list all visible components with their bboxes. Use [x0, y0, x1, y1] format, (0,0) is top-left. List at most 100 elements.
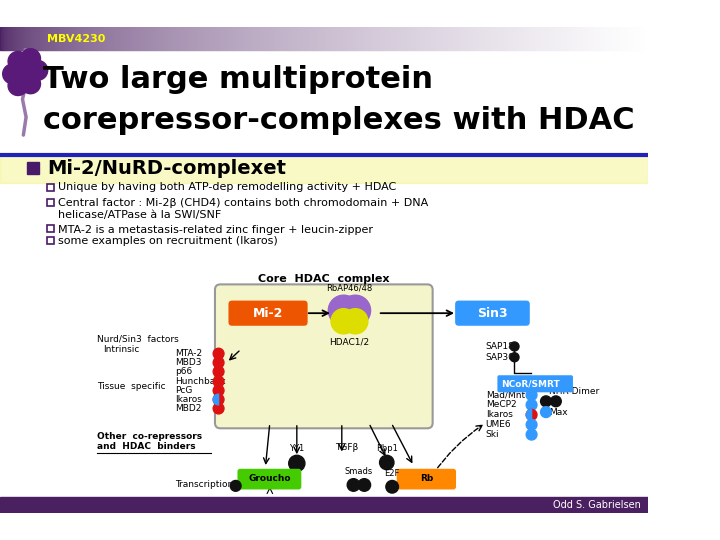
Bar [245, 27, 246, 50]
Bar [240, 27, 241, 50]
Bar [99, 27, 100, 50]
Bar [393, 27, 394, 50]
Text: Mi-2/NuRD-complexet: Mi-2/NuRD-complexet [47, 159, 286, 178]
Bar [17, 27, 18, 50]
Text: some examples on recruitment (Ikaros): some examples on recruitment (Ikaros) [58, 236, 278, 246]
Bar [356, 27, 357, 50]
Bar [71, 27, 72, 50]
Bar [230, 27, 231, 50]
Bar [378, 27, 379, 50]
Bar [629, 27, 631, 50]
Bar [199, 27, 201, 50]
Bar [205, 27, 206, 50]
Bar [36, 27, 37, 50]
Bar [288, 27, 289, 50]
Text: Two large multiprotein: Two large multiprotein [43, 65, 433, 94]
Bar [563, 27, 564, 50]
Bar [408, 27, 409, 50]
Bar [271, 27, 273, 50]
Bar [251, 27, 252, 50]
Text: Max: Max [549, 408, 567, 417]
Bar [215, 27, 216, 50]
Bar [557, 27, 558, 50]
Bar [401, 27, 402, 50]
Bar [511, 27, 512, 50]
Bar [521, 27, 522, 50]
Bar [385, 27, 386, 50]
Bar [64, 27, 65, 50]
Bar [333, 27, 335, 50]
Bar [303, 27, 304, 50]
Bar [410, 27, 411, 50]
Bar [52, 27, 53, 50]
Bar [534, 27, 535, 50]
Bar [53, 27, 54, 50]
Bar [308, 27, 310, 50]
Bar [646, 27, 647, 50]
Bar [467, 27, 468, 50]
Bar [209, 27, 210, 50]
Bar [367, 27, 368, 50]
Circle shape [379, 455, 394, 470]
Circle shape [21, 74, 40, 94]
Bar [323, 27, 324, 50]
Bar [369, 27, 371, 50]
Bar [76, 27, 77, 50]
Bar [111, 27, 112, 50]
Bar [47, 237, 54, 244]
Text: UME6: UME6 [486, 420, 511, 429]
Bar [438, 27, 439, 50]
Bar [144, 27, 145, 50]
Circle shape [541, 396, 552, 407]
Bar [377, 27, 378, 50]
Bar [601, 27, 602, 50]
Bar [234, 27, 235, 50]
Bar [592, 27, 593, 50]
Bar [576, 27, 577, 50]
Bar [269, 27, 270, 50]
Bar [358, 27, 359, 50]
Bar [132, 27, 133, 50]
Bar [120, 27, 122, 50]
Bar [86, 27, 87, 50]
Bar [324, 27, 325, 50]
Bar [113, 27, 114, 50]
Bar [207, 27, 208, 50]
Bar [499, 27, 500, 50]
Bar [468, 27, 469, 50]
Bar [300, 27, 302, 50]
Bar [633, 27, 634, 50]
Bar [3, 27, 4, 50]
Bar [133, 27, 134, 50]
Circle shape [386, 481, 398, 493]
Bar [578, 27, 580, 50]
Bar [168, 27, 169, 50]
Bar [522, 27, 523, 50]
Bar [220, 27, 221, 50]
Bar [276, 27, 277, 50]
Circle shape [3, 64, 22, 84]
Bar [336, 27, 337, 50]
Bar [455, 27, 456, 50]
Text: PcG: PcG [176, 386, 193, 395]
Bar [480, 27, 481, 50]
Text: RbAP46/48: RbAP46/48 [326, 284, 372, 293]
Bar [501, 27, 502, 50]
Bar [186, 27, 187, 50]
Bar [346, 27, 347, 50]
Bar [549, 27, 551, 50]
Bar [436, 27, 437, 50]
Bar [280, 27, 281, 50]
Bar [105, 27, 106, 50]
Bar [69, 27, 70, 50]
Bar [73, 27, 75, 50]
Bar [55, 27, 57, 50]
Bar [347, 27, 348, 50]
Bar [47, 184, 54, 191]
Bar [293, 27, 294, 50]
Bar [490, 27, 491, 50]
Bar [183, 27, 184, 50]
Bar [201, 27, 202, 50]
Bar [260, 27, 261, 50]
Bar [560, 27, 562, 50]
